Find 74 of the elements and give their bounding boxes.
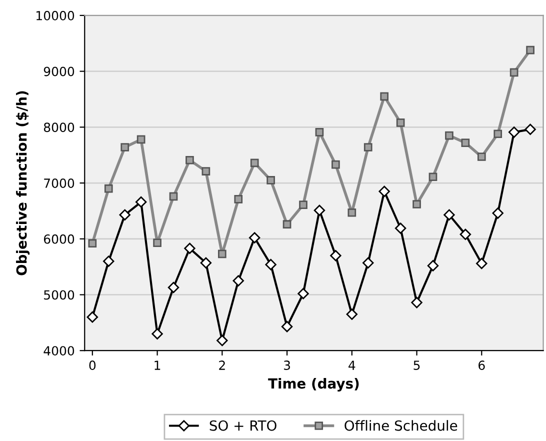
point	[394, 222, 406, 234]
point	[314, 204, 326, 216]
y-axis-title: Objective function ($/h)	[16, 91, 30, 276]
x-axis-title: Time (days)	[268, 378, 359, 392]
point	[380, 92, 388, 101]
y-tick-label: 8000	[44, 122, 74, 132]
point	[234, 195, 243, 204]
point	[103, 256, 114, 267]
y-tick-label: 9000	[44, 66, 74, 76]
y-tick-label: 7000	[44, 178, 74, 188]
point	[332, 160, 340, 169]
point	[136, 135, 146, 144]
point	[510, 68, 518, 77]
point	[218, 250, 226, 258]
point	[428, 172, 438, 182]
point	[494, 130, 502, 138]
point	[396, 118, 405, 127]
x-tick-label: 4	[348, 360, 356, 370]
point	[88, 239, 97, 248]
point	[250, 158, 259, 168]
point	[282, 220, 292, 229]
point	[135, 196, 147, 208]
point	[412, 200, 421, 208]
point	[477, 152, 486, 161]
point	[411, 296, 422, 308]
x-tick-label: 0	[89, 360, 96, 370]
point	[153, 238, 162, 247]
point	[298, 288, 309, 300]
point	[315, 128, 324, 136]
point	[346, 308, 358, 320]
x-tick-label: 2	[219, 360, 225, 370]
point	[186, 156, 194, 164]
point	[524, 124, 536, 135]
x-tick-label: 6	[478, 360, 485, 370]
point	[508, 126, 520, 138]
point	[104, 184, 113, 193]
point	[184, 242, 196, 254]
point	[378, 186, 390, 197]
x-tick-label: 3	[284, 360, 290, 370]
y-tick-label: 4000	[44, 346, 74, 356]
legend-label: SO + RTO	[210, 420, 276, 431]
point	[248, 232, 260, 244]
point	[461, 138, 470, 147]
point	[445, 131, 454, 140]
y-tick-label: 6000	[44, 234, 74, 244]
x-tick-label: 1	[154, 360, 160, 370]
point	[460, 228, 472, 240]
point	[152, 328, 163, 340]
point	[281, 320, 293, 332]
point	[348, 208, 356, 217]
point	[362, 257, 374, 268]
point	[364, 143, 372, 152]
point	[476, 258, 488, 270]
point	[265, 258, 276, 270]
point	[266, 176, 275, 184]
point	[492, 208, 504, 219]
point	[427, 260, 439, 272]
point	[330, 250, 342, 262]
point	[200, 257, 212, 268]
point	[232, 275, 244, 286]
point	[299, 200, 308, 209]
point	[526, 46, 534, 54]
y-tick-label: 10000	[36, 10, 74, 20]
point	[120, 143, 130, 152]
y-tick-label: 5000	[44, 290, 74, 300]
point	[202, 167, 210, 176]
point	[168, 282, 180, 294]
x-tick-label: 5	[414, 360, 420, 370]
point	[86, 311, 98, 323]
point	[169, 192, 178, 201]
point	[444, 209, 455, 220]
point	[216, 334, 228, 346]
point	[119, 209, 130, 220]
legend-label: Offline Schedule	[344, 420, 458, 431]
